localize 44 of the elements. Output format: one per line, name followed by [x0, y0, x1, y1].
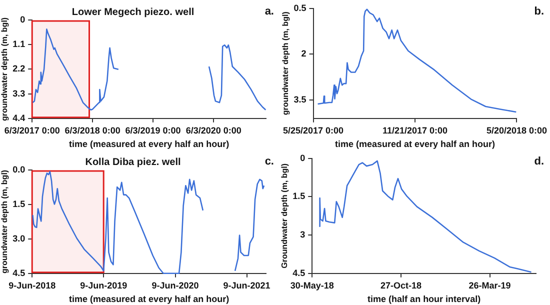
x-tick-label: 27-Oct-18 [380, 280, 422, 290]
y-tick-label: 0.5 [294, 2, 306, 13]
x-axis-title: time (measured at every half an hour) [69, 139, 230, 150]
y-tick-label: 0 [20, 14, 26, 24]
x-tick-label: 6/3/2020 0:00 [186, 125, 242, 136]
x-tick-label: 5/20/2018 0:00 [486, 125, 548, 136]
x-tick-label: 6/3/2019 0:00 [125, 125, 181, 136]
x-tick-label: 11/21/2017 0:00 [382, 125, 448, 136]
text: c. [264, 156, 274, 168]
y-axis-title: groundwater depth (m, bgl) [0, 170, 10, 274]
x-axis-title: time (measured at every half an hour) [69, 294, 230, 304]
x-tick-label: 9-Jun-2019 [80, 280, 128, 290]
annotation: d. [534, 156, 544, 168]
y-tick-label: 4.5 [292, 268, 306, 278]
text: b. [534, 6, 544, 18]
y-tick-label: 4.4 [12, 112, 26, 123]
y-tick-label: 0.0 [12, 164, 26, 174]
chart-title: Kolla Diba piez. well [85, 156, 182, 168]
x-tick-label: 6/3/2017 0:00 [4, 125, 60, 136]
y-tick-label: 3.3 [12, 88, 26, 98]
x-tick-label: 26-Mar-19 [468, 280, 511, 290]
y-tick-label: 3.0 [12, 233, 26, 244]
x-tick-label: 9-Jun-2021 [223, 280, 270, 290]
text: a. [264, 6, 274, 18]
y-tick-label: 0 [300, 152, 306, 163]
y-axis-title: groundwater depth (m, bgl) [281, 11, 290, 116]
x-axis-title: time (measured at every half an hour) [334, 139, 496, 150]
chart-title: Lower Megech piezo. well [72, 6, 194, 18]
y-tick-label: 2.2 [12, 64, 26, 74]
x-axis-title: time (half an hour interval) [368, 294, 481, 304]
y-axis-title: groundwater depth (m, bgl) [0, 17, 10, 121]
x-tick-label: 5/25/2017 0:00 [282, 125, 344, 136]
x-tick-label: 6/3/2018 0:00 [64, 125, 120, 136]
y-tick-label: 3 [300, 230, 306, 240]
x-tick-label: 9-Jun-2020 [152, 280, 199, 290]
y-tick-label: 1.5 [12, 198, 26, 209]
x-tick-label: 9-Jun-2018 [8, 280, 56, 290]
x-tick-label: 30-May-18 [290, 280, 334, 290]
y-axis-title: Groundwater depth (m, bgl) [280, 163, 290, 268]
y-tick-label: 1.5 [292, 191, 306, 202]
y-tick-label: 1.1 [12, 39, 26, 50]
y-tick-label: 4.5 [12, 268, 26, 278]
y-tick-label: 2 [301, 48, 306, 59]
y-tick-label: 3.5 [294, 94, 306, 105]
